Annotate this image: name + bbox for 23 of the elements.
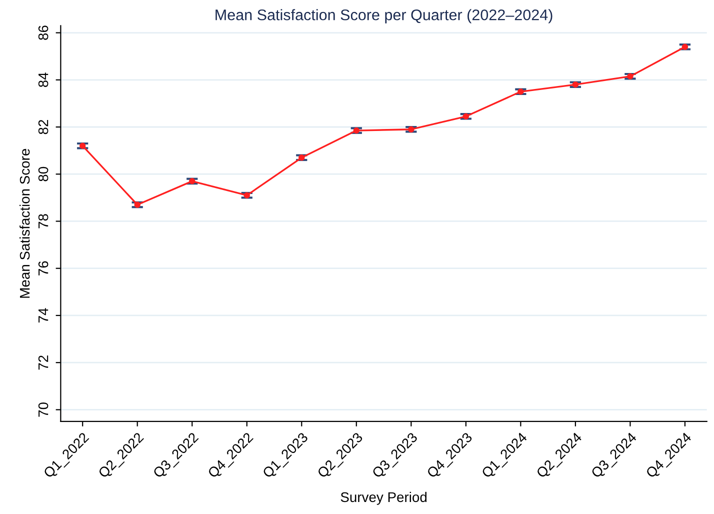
- point: [188, 178, 196, 184]
- y-tick-label: 84: [38, 72, 48, 88]
- point: [79, 142, 86, 149]
- y-tick-label: 74: [38, 308, 48, 322]
- point: [572, 81, 579, 88]
- point: [353, 127, 360, 134]
- point: [682, 44, 688, 50]
- y-tick-label: 80: [38, 166, 48, 182]
- point: [134, 202, 140, 208]
- point: [408, 126, 414, 132]
- y-tick-label: 82: [38, 120, 48, 134]
- point: [462, 113, 470, 120]
- y-tick-label: 78: [38, 214, 48, 228]
- point: [298, 154, 305, 161]
- y-tick-label: 70: [38, 402, 48, 417]
- x-axis-title: Survey Period: [340, 492, 426, 505]
- y-tick-label: 76: [38, 261, 48, 276]
- y-tick-label: 72: [38, 356, 48, 370]
- chart-title: Mean Satisfaction Score per Quarter (2022–2024): [216, 9, 552, 24]
- point: [518, 88, 524, 95]
- y-tick-label: 86: [38, 26, 48, 40]
- point: [244, 192, 250, 198]
- y-axis-title: Mean Satisfaction Score: [20, 148, 30, 298]
